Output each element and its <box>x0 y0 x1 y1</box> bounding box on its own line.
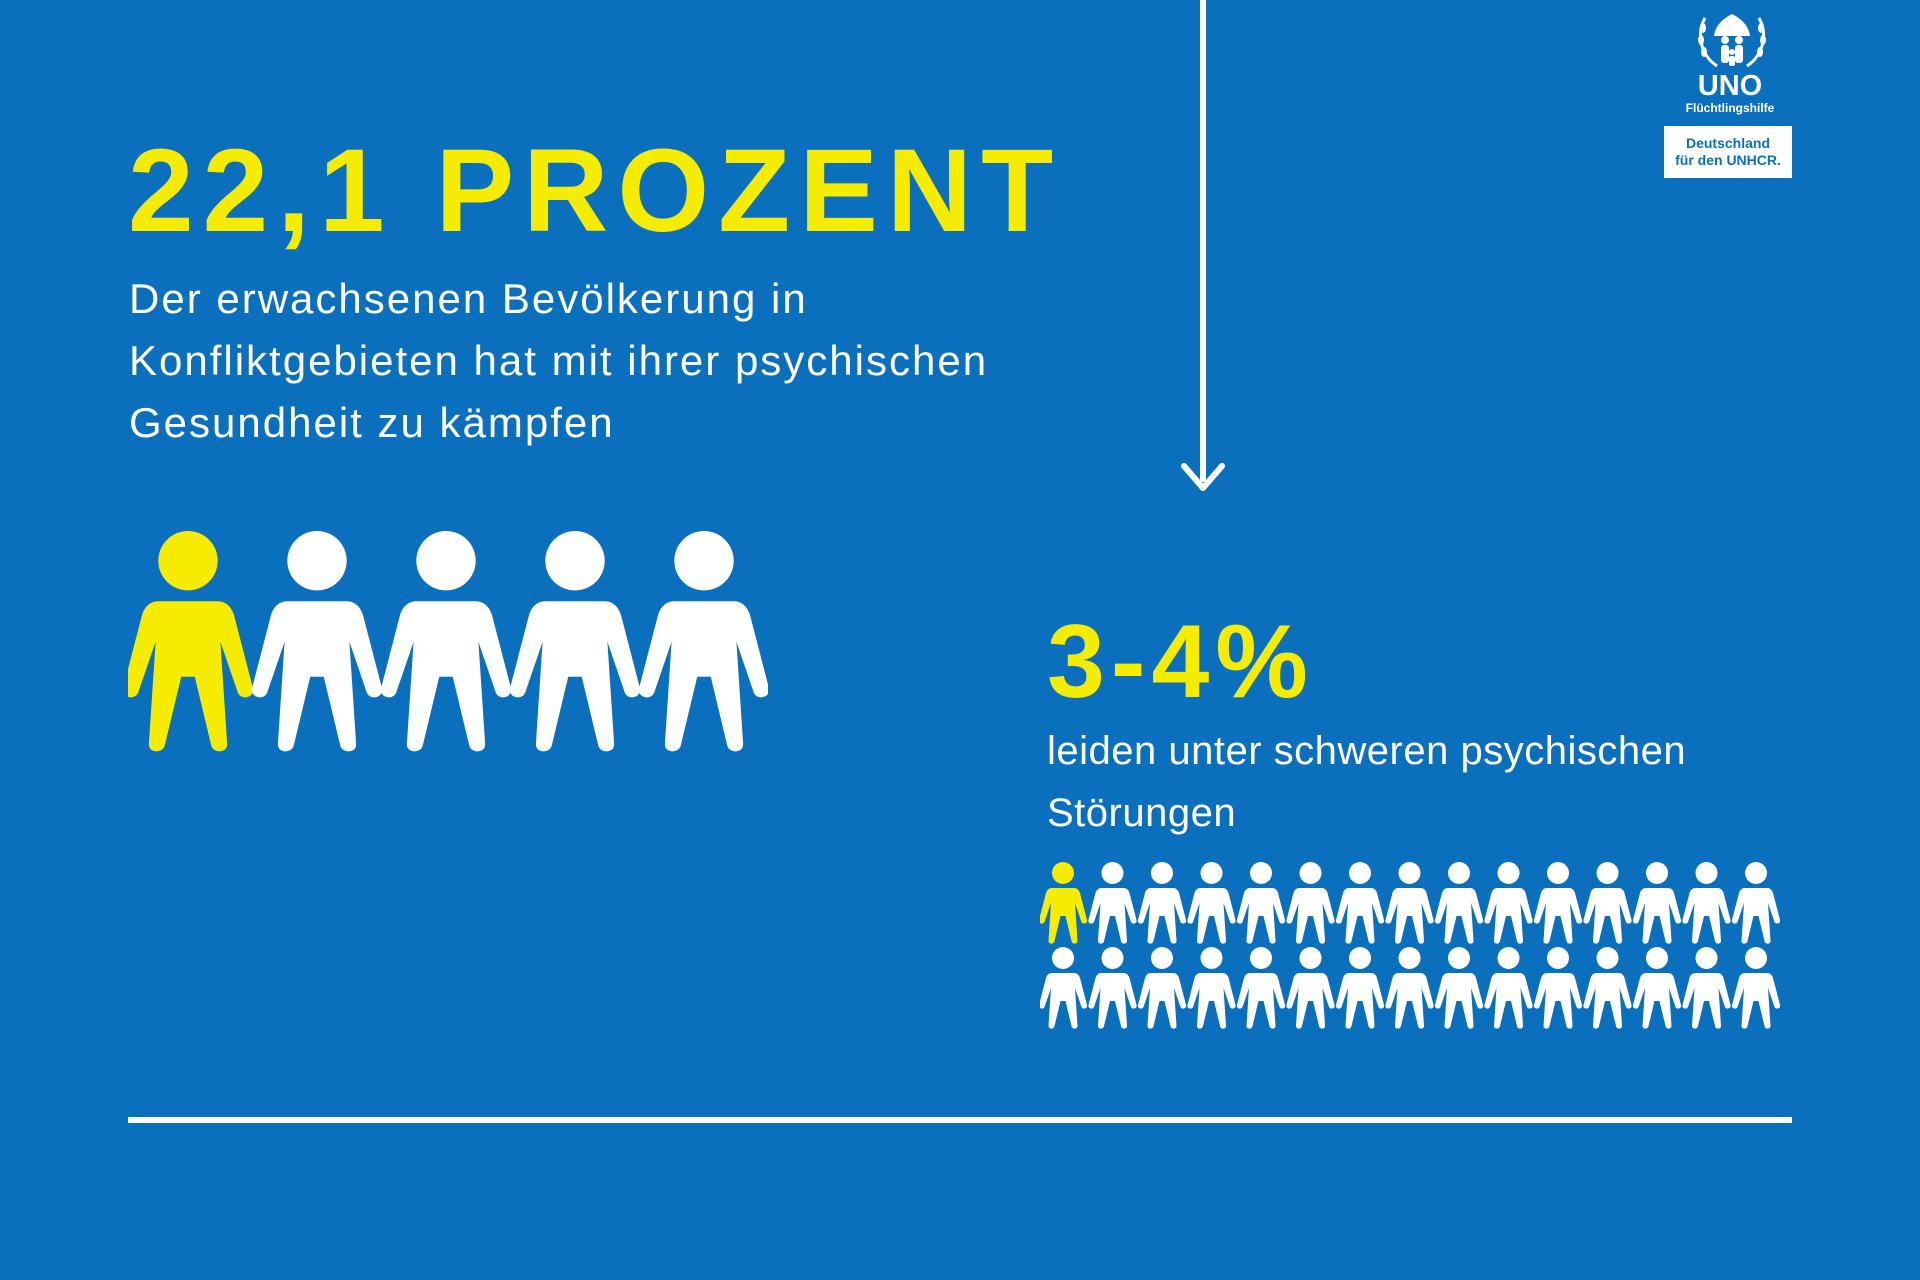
person-icon <box>1040 862 1088 944</box>
logo-title: UNO <box>1697 70 1763 102</box>
person-icon <box>1286 862 1335 944</box>
logo-box-line-1: Deutschland <box>1685 135 1770 151</box>
person-icon <box>1731 862 1780 944</box>
person-icon <box>1583 862 1632 944</box>
person-icon <box>1434 862 1484 944</box>
person-icon <box>1335 862 1385 944</box>
headline-description: Der erwachsenen Bevölkerung in Konfliktg… <box>129 275 989 446</box>
person-icon <box>1236 862 1286 944</box>
person-icon <box>1040 947 1088 1029</box>
person-icon <box>1533 947 1583 1029</box>
horizontal-divider-line <box>128 1117 1792 1123</box>
person-icon <box>1137 862 1187 944</box>
logo-box: Deutschland für den UNHCR. <box>1664 126 1792 178</box>
uno-fluechtlingshilfe-logo: UNO Flüchtlingshilfe Deutschland für den… <box>1660 10 1800 182</box>
person-icon <box>1682 862 1731 944</box>
person-icon <box>1088 862 1137 944</box>
person-icon <box>1682 947 1731 1029</box>
secondary-description: leiden unter schweren psychischen Störun… <box>1047 729 1687 835</box>
logo-subtitle: Flüchtlingshilfe <box>1685 101 1775 115</box>
person-icon <box>638 531 768 752</box>
person-icon <box>1484 947 1533 1029</box>
person-icon <box>1236 947 1286 1029</box>
person-icon <box>251 531 383 752</box>
person-icon <box>1187 947 1236 1029</box>
unhcr-emblem-icon <box>1698 14 1766 68</box>
person-icon <box>1533 862 1583 944</box>
person-icon <box>1187 862 1236 944</box>
person-icon <box>1286 947 1335 1029</box>
person-icon <box>1731 947 1780 1029</box>
person-icon <box>1088 947 1137 1029</box>
person-icon <box>1137 947 1187 1029</box>
pictogram-large <box>128 531 768 752</box>
person-icon <box>1335 947 1385 1029</box>
person-icon <box>1434 947 1484 1029</box>
person-icon <box>1583 947 1632 1029</box>
person-icon <box>1632 947 1682 1029</box>
vertical-divider-line <box>1200 0 1206 482</box>
logo-box-line-2: für den UNHCR. <box>1675 152 1781 168</box>
person-icon <box>509 531 641 752</box>
person-icon <box>380 531 512 752</box>
headline-percentage: 22,1 PROZENT <box>128 125 1063 257</box>
person-icon <box>1632 862 1682 944</box>
secondary-percentage: 3-4% <box>1047 604 1314 720</box>
person-icon <box>1385 862 1434 944</box>
person-icon <box>1385 947 1434 1029</box>
person-icon <box>1484 862 1533 944</box>
down-arrow-icon <box>1181 463 1225 491</box>
person-icon <box>128 531 254 752</box>
pictogram-small <box>1040 862 1780 1029</box>
